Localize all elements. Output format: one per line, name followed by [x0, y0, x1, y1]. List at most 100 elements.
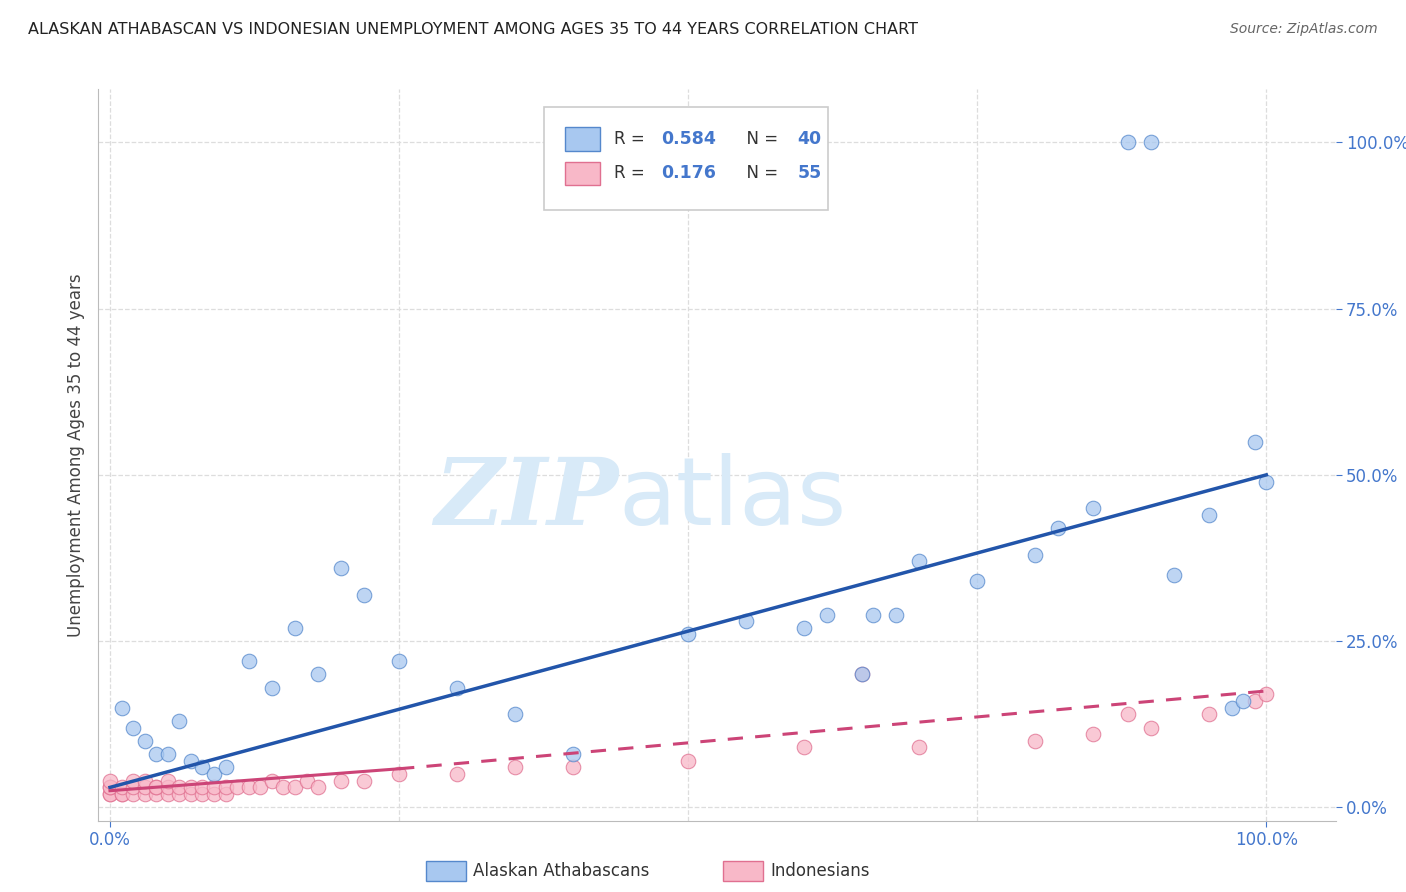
Point — [307, 780, 329, 795]
Point — [110, 700, 132, 714]
Point — [446, 681, 468, 695]
Point — [260, 681, 283, 695]
Point — [145, 747, 167, 761]
Point — [1116, 707, 1139, 722]
Text: N =: N = — [735, 130, 783, 148]
Point — [191, 780, 214, 795]
Point — [238, 780, 260, 795]
Point — [862, 607, 884, 622]
Point — [561, 760, 583, 774]
Point — [388, 654, 411, 668]
Point — [110, 780, 132, 795]
Text: Alaskan Athabascans: Alaskan Athabascans — [474, 862, 650, 880]
Point — [1024, 734, 1046, 748]
Point — [1256, 687, 1278, 701]
Point — [1024, 548, 1046, 562]
Point — [134, 780, 156, 795]
Point — [214, 760, 236, 774]
Point — [330, 773, 353, 788]
Point — [1232, 694, 1254, 708]
Text: ALASKAN ATHABASCAN VS INDONESIAN UNEMPLOYMENT AMONG AGES 35 TO 44 YEARS CORRELAT: ALASKAN ATHABASCAN VS INDONESIAN UNEMPLO… — [28, 22, 918, 37]
Point — [202, 787, 225, 801]
FancyBboxPatch shape — [565, 161, 599, 185]
Point — [134, 734, 156, 748]
Point — [180, 780, 202, 795]
Point — [1198, 707, 1220, 722]
Point — [851, 667, 873, 681]
Point — [191, 760, 214, 774]
Text: 55: 55 — [797, 164, 821, 182]
Point — [122, 721, 145, 735]
Point — [908, 554, 931, 568]
Point — [330, 561, 353, 575]
Point — [1243, 434, 1265, 449]
Point — [145, 780, 167, 795]
Point — [169, 787, 191, 801]
Text: atlas: atlas — [619, 453, 846, 545]
Point — [676, 627, 699, 641]
Point — [561, 747, 583, 761]
Point — [1220, 700, 1243, 714]
Point — [884, 607, 907, 622]
Text: 0.176: 0.176 — [661, 164, 716, 182]
Point — [908, 740, 931, 755]
Point — [1081, 501, 1104, 516]
Point — [966, 574, 988, 589]
Point — [202, 767, 225, 781]
Point — [676, 754, 699, 768]
Point — [1139, 721, 1161, 735]
Point — [793, 740, 815, 755]
Point — [156, 747, 179, 761]
Point — [156, 773, 179, 788]
Point — [1163, 567, 1185, 582]
Point — [273, 780, 295, 795]
Point — [1243, 694, 1265, 708]
Point — [214, 787, 236, 801]
FancyBboxPatch shape — [723, 861, 763, 881]
Point — [815, 607, 838, 622]
Point — [503, 760, 526, 774]
Point — [98, 787, 121, 801]
Point — [1081, 727, 1104, 741]
Point — [98, 787, 121, 801]
Point — [1116, 136, 1139, 150]
Point — [735, 614, 758, 628]
Y-axis label: Unemployment Among Ages 35 to 44 years: Unemployment Among Ages 35 to 44 years — [66, 273, 84, 637]
Point — [156, 787, 179, 801]
Point — [1047, 521, 1070, 535]
Point — [226, 780, 249, 795]
Point — [134, 787, 156, 801]
Point — [122, 773, 145, 788]
Point — [202, 780, 225, 795]
Point — [98, 780, 121, 795]
Point — [284, 780, 307, 795]
Point — [191, 787, 214, 801]
FancyBboxPatch shape — [544, 108, 828, 210]
Point — [156, 780, 179, 795]
FancyBboxPatch shape — [565, 128, 599, 151]
Text: R =: R = — [614, 164, 651, 182]
Point — [122, 787, 145, 801]
Point — [145, 780, 167, 795]
Text: R =: R = — [614, 130, 651, 148]
Point — [98, 780, 121, 795]
Text: N =: N = — [735, 164, 783, 182]
Point — [353, 588, 375, 602]
Point — [446, 767, 468, 781]
Text: Indonesians: Indonesians — [770, 862, 870, 880]
Point — [122, 780, 145, 795]
Point — [180, 787, 202, 801]
Point — [98, 773, 121, 788]
Text: ZIP: ZIP — [434, 454, 619, 544]
Point — [169, 714, 191, 728]
Point — [214, 780, 236, 795]
Point — [260, 773, 283, 788]
Point — [851, 667, 873, 681]
Point — [1139, 136, 1161, 150]
Point — [110, 787, 132, 801]
Point — [180, 754, 202, 768]
Point — [238, 654, 260, 668]
Point — [1256, 475, 1278, 489]
FancyBboxPatch shape — [426, 861, 465, 881]
Point — [145, 787, 167, 801]
